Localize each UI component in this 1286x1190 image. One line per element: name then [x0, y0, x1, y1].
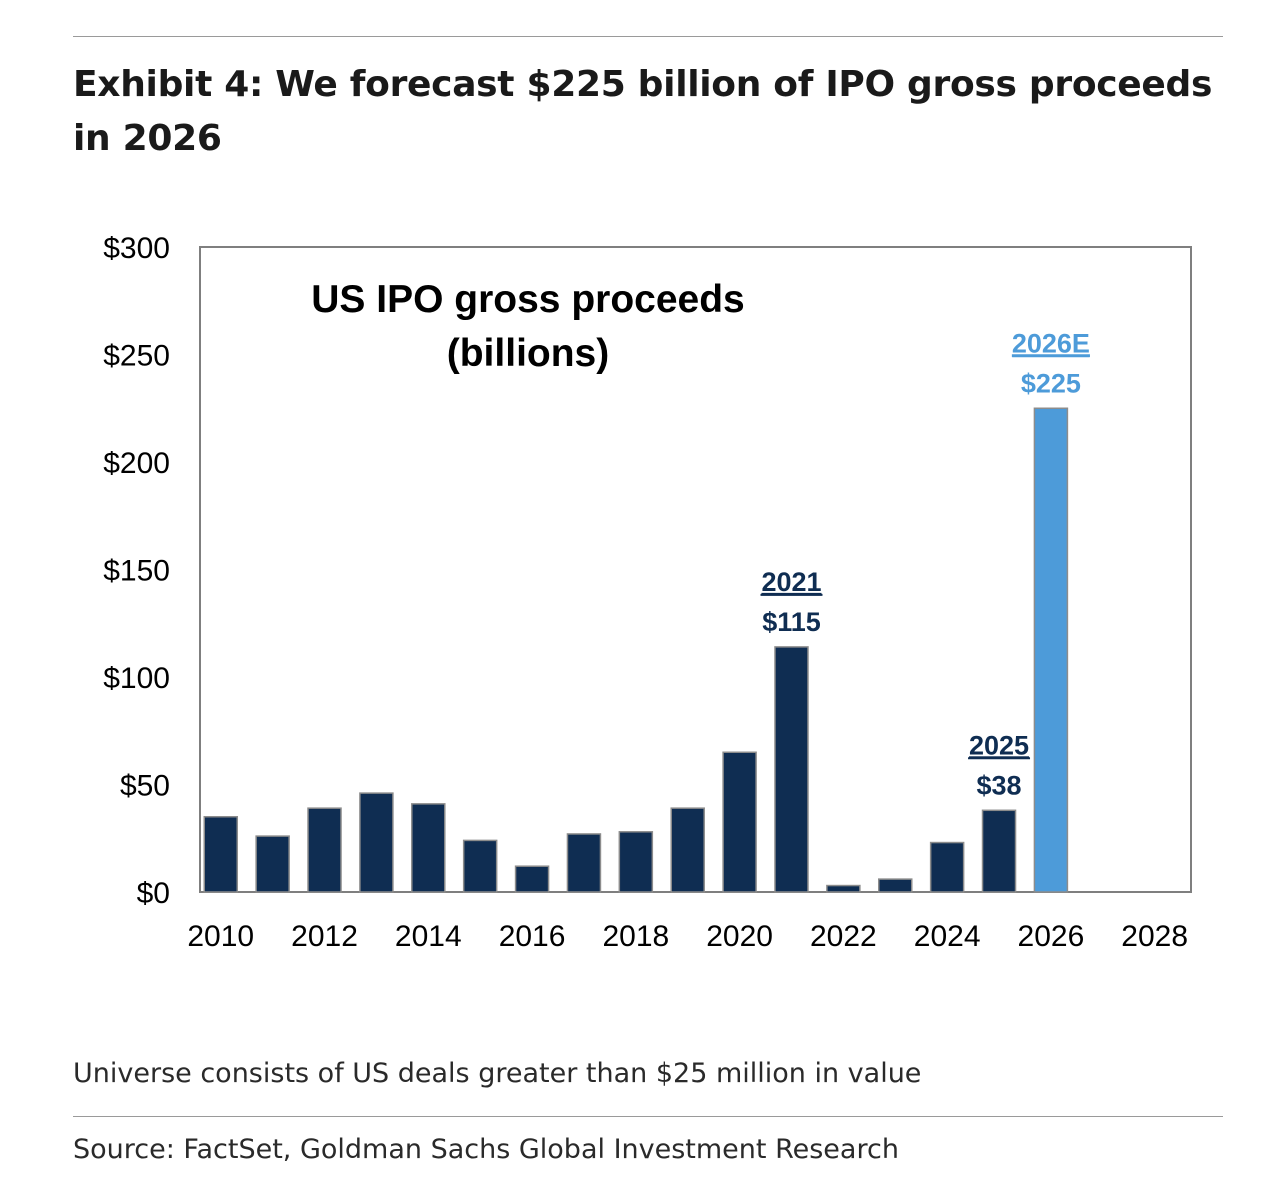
annotation-year: 2021: [761, 567, 821, 597]
x-tick-label: 2016: [499, 920, 566, 953]
x-tick-label: 2026: [1018, 920, 1085, 953]
x-tick-label: 2024: [914, 920, 981, 953]
bar: [722, 751, 757, 893]
bar: [411, 803, 446, 893]
annotation-value: $38: [976, 770, 1021, 800]
bar: [981, 809, 1017, 893]
chart-title-line-2: (billions): [447, 332, 609, 375]
y-tick-label: $0: [137, 877, 170, 910]
annotation-year: 2026E: [1012, 328, 1090, 358]
x-tick-label: 2014: [395, 920, 462, 953]
bar: [462, 839, 498, 893]
bar: [929, 841, 965, 893]
y-tick-label: $100: [103, 662, 170, 695]
annotation-year: 2025: [969, 730, 1029, 760]
x-tick-label: 2012: [291, 920, 358, 953]
universe-note: Universe consists of US deals greater th…: [73, 1058, 922, 1089]
x-tick-label: 2020: [706, 920, 773, 953]
x-tick-label: 2018: [602, 920, 669, 953]
bar: [826, 884, 861, 893]
bar: [670, 807, 705, 893]
y-tick-label: $50: [120, 770, 170, 803]
source-note: Source: FactSet, Goldman Sachs Global In…: [73, 1134, 899, 1165]
bar: [307, 807, 342, 893]
x-tick-label: 2022: [810, 920, 877, 953]
bar: [566, 833, 602, 893]
bar: [514, 865, 550, 893]
annotation-value: $225: [1021, 368, 1081, 398]
y-tick-label: $250: [103, 340, 170, 373]
bar: [878, 878, 913, 893]
bar: [618, 831, 654, 893]
x-tick-label: 2010: [187, 920, 254, 953]
chart-title-line-1: US IPO gross proceeds: [311, 278, 744, 321]
bar-chart: $0 $50 $100 $150 $200 $250 $300 2010 2012 2014 201…: [103, 232, 1192, 953]
exhibit-title: Exhibit 4: We forecast $225 billion of I…: [73, 64, 1213, 159]
y-tick-label: $300: [103, 232, 170, 265]
bar-forecast: [1033, 407, 1069, 893]
y-tick-label: $200: [103, 447, 170, 480]
bar: [203, 816, 239, 893]
top-divider: [73, 36, 1223, 37]
bar: [359, 792, 394, 893]
bottom-divider: [73, 1116, 1223, 1117]
annotation-value: $115: [762, 607, 821, 637]
bar: [774, 646, 809, 893]
y-tick-label: $150: [103, 555, 170, 588]
bar: [255, 835, 290, 893]
x-tick-label: 2028: [1121, 920, 1188, 953]
